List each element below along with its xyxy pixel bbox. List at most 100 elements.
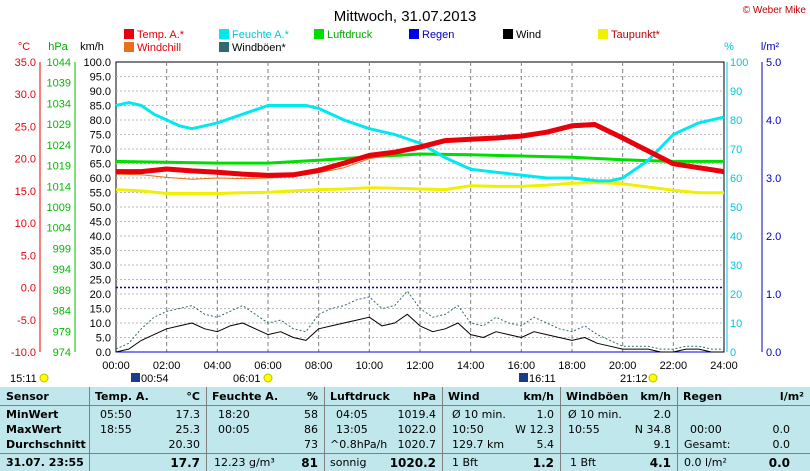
tick-label-rain: 5.0 (766, 57, 781, 69)
tick-label-x: 00:00 (102, 360, 130, 372)
moonrise-icon (131, 373, 140, 382)
cell-rain-current: 0.0 (768, 456, 790, 470)
cell-gust-current: 4.1 (649, 456, 671, 470)
moonset-label: 16:11 (529, 373, 556, 385)
legend-swatch (219, 29, 229, 39)
table-divider (206, 387, 207, 471)
tick-label-temp: 20.0 (15, 154, 36, 166)
tick-label-press: 979 (53, 326, 71, 338)
tick-label-hum: 100 (730, 57, 748, 69)
copyright-text: © Weber Mike (743, 5, 807, 16)
tick-label-x: 08:00 (305, 360, 333, 372)
tick-label-temp: -5.0 (17, 315, 36, 327)
header-press-unit: hPa (412, 390, 436, 403)
tick-label-press: 989 (53, 285, 71, 297)
tick-label-press: 984 (53, 306, 71, 318)
sunrise-label: 06:01 (233, 373, 261, 385)
tick-label-press: 1004 (47, 223, 71, 235)
axis-ticks: 35.0 30.0 25.0 20.0 15.0 10.0 5.0 0.0 -5.0 -10.0 1… (11, 57, 781, 372)
tick-label-x: 04:00 (204, 360, 232, 372)
cell-temp-val: 17.3 (175, 408, 201, 421)
tick-label-wind: 55.0 (90, 188, 111, 200)
legend: Temp. A.* Feuchte A.* Luftdruck Regen Wind Ta… (124, 29, 661, 54)
cell-hum-current: 81 (301, 456, 318, 470)
legend-label: Wind (516, 29, 541, 41)
header-gust-unit: km/h (640, 390, 671, 403)
tick-label-x: 18:00 (558, 360, 586, 372)
legend-swatch (124, 42, 134, 52)
tick-label-rain: 1.0 (766, 289, 781, 301)
tick-label-temp: -10.0 (11, 347, 36, 359)
tick-label-temp: 25.0 (15, 121, 36, 133)
tick-label-hum: 90 (730, 86, 742, 98)
cell-hum-time: 18:20 (218, 408, 250, 421)
table-divider (560, 387, 561, 471)
cell-press-time: ^0.8hPa/h (330, 438, 388, 451)
left-sun-icon (39, 373, 49, 383)
legend-swatch (124, 29, 134, 39)
tick-label-wind: 90.0 (90, 86, 111, 98)
tick-label-press: 1014 (47, 181, 71, 193)
legend-swatch (598, 29, 608, 39)
tick-label-x: 22:00 (660, 360, 688, 372)
legend-swatch (314, 29, 324, 39)
chart-title: Mittwoch, 31.07.2013 (334, 8, 477, 25)
tick-label-wind: 80.0 (90, 115, 111, 127)
tick-label-wind: 25.0 (90, 275, 111, 287)
table-last-row-divider (0, 453, 810, 454)
cell-temp-time: 05:50 (100, 408, 132, 421)
cell-gust-b: N 34.8 (634, 423, 671, 436)
header-hum-unit: % (306, 390, 318, 403)
row-label-current: 31.07. 23:55 (6, 456, 84, 469)
row-label: MaxWert (6, 423, 62, 436)
header-sensor: Sensor (6, 390, 49, 403)
legend-label: Windchill (137, 42, 181, 54)
header-hum: Feuchte A. (212, 390, 279, 403)
tick-label-press: 1019 (47, 161, 71, 173)
weather-chart: Mittwoch, 31.07.2013 © Weber Mike Temp. … (10, 5, 807, 385)
cell-press-val: 1020.7 (397, 438, 437, 451)
tick-label-wind: 35.0 (90, 246, 111, 258)
cell-gust-bft: 1 Bft (570, 456, 597, 469)
cell-rain-a: Gesamt: (684, 438, 731, 451)
tick-label-wind: 15.0 (90, 304, 111, 316)
tick-label-temp: 0.0 (21, 283, 36, 295)
tick-label-press: 1034 (47, 98, 71, 110)
legend-swatch (503, 29, 513, 39)
series-feuchte-a (115, 101, 725, 183)
axis-titles: °C hPa km/h % l/m² (18, 41, 780, 53)
tick-label-press: 1024 (47, 140, 71, 152)
tick-label-rain: 4.0 (766, 115, 781, 127)
cell-temp-time: 18:55 (100, 423, 132, 436)
tick-label-wind: 40.0 (90, 231, 111, 243)
tick-label-x: 20:00 (609, 360, 637, 372)
tick-label-press: 1039 (47, 78, 71, 90)
series-temp-a (116, 122, 725, 178)
legend-swatch (409, 29, 419, 39)
tick-label-wind: 100.0 (83, 57, 111, 69)
cell-temp-val: 20.30 (168, 438, 201, 451)
tick-label-wind: 75.0 (90, 130, 111, 142)
tick-label-wind: 10.0 (90, 318, 111, 330)
table-divider (89, 387, 90, 471)
tick-label-hum: 20 (730, 289, 742, 301)
cell-gust-val: 2.0 (653, 408, 672, 421)
header-press: Luftdruck (330, 390, 390, 403)
tick-label-wind: 0.0 (96, 347, 111, 359)
stats-table: Sensor Temp. A. °C Feuchte A. % Luftdruc… (0, 387, 810, 471)
tick-label-rain: 2.0 (766, 231, 781, 243)
tick-label-press: 999 (53, 243, 71, 255)
axis-title-hum: % (724, 41, 734, 53)
cell-wind-val: 1.0 (536, 408, 555, 421)
cell-press-trend: sonnig (330, 456, 367, 469)
sunrise-icon (263, 373, 273, 383)
cell-temp-current: 17.7 (170, 456, 200, 470)
tick-label-x: 16:00 (508, 360, 536, 372)
series-luftdruck (115, 152, 724, 165)
cell-press-val: 1019.4 (397, 408, 437, 421)
cell-press-current: 1020.2 (389, 456, 436, 470)
cell-press-time: 04:05 (336, 408, 368, 421)
header-gust: Windböen (566, 390, 629, 403)
cell-gust-a: Ø 10 min. (568, 408, 622, 421)
cell-rain-val: 0.0 (772, 423, 791, 436)
